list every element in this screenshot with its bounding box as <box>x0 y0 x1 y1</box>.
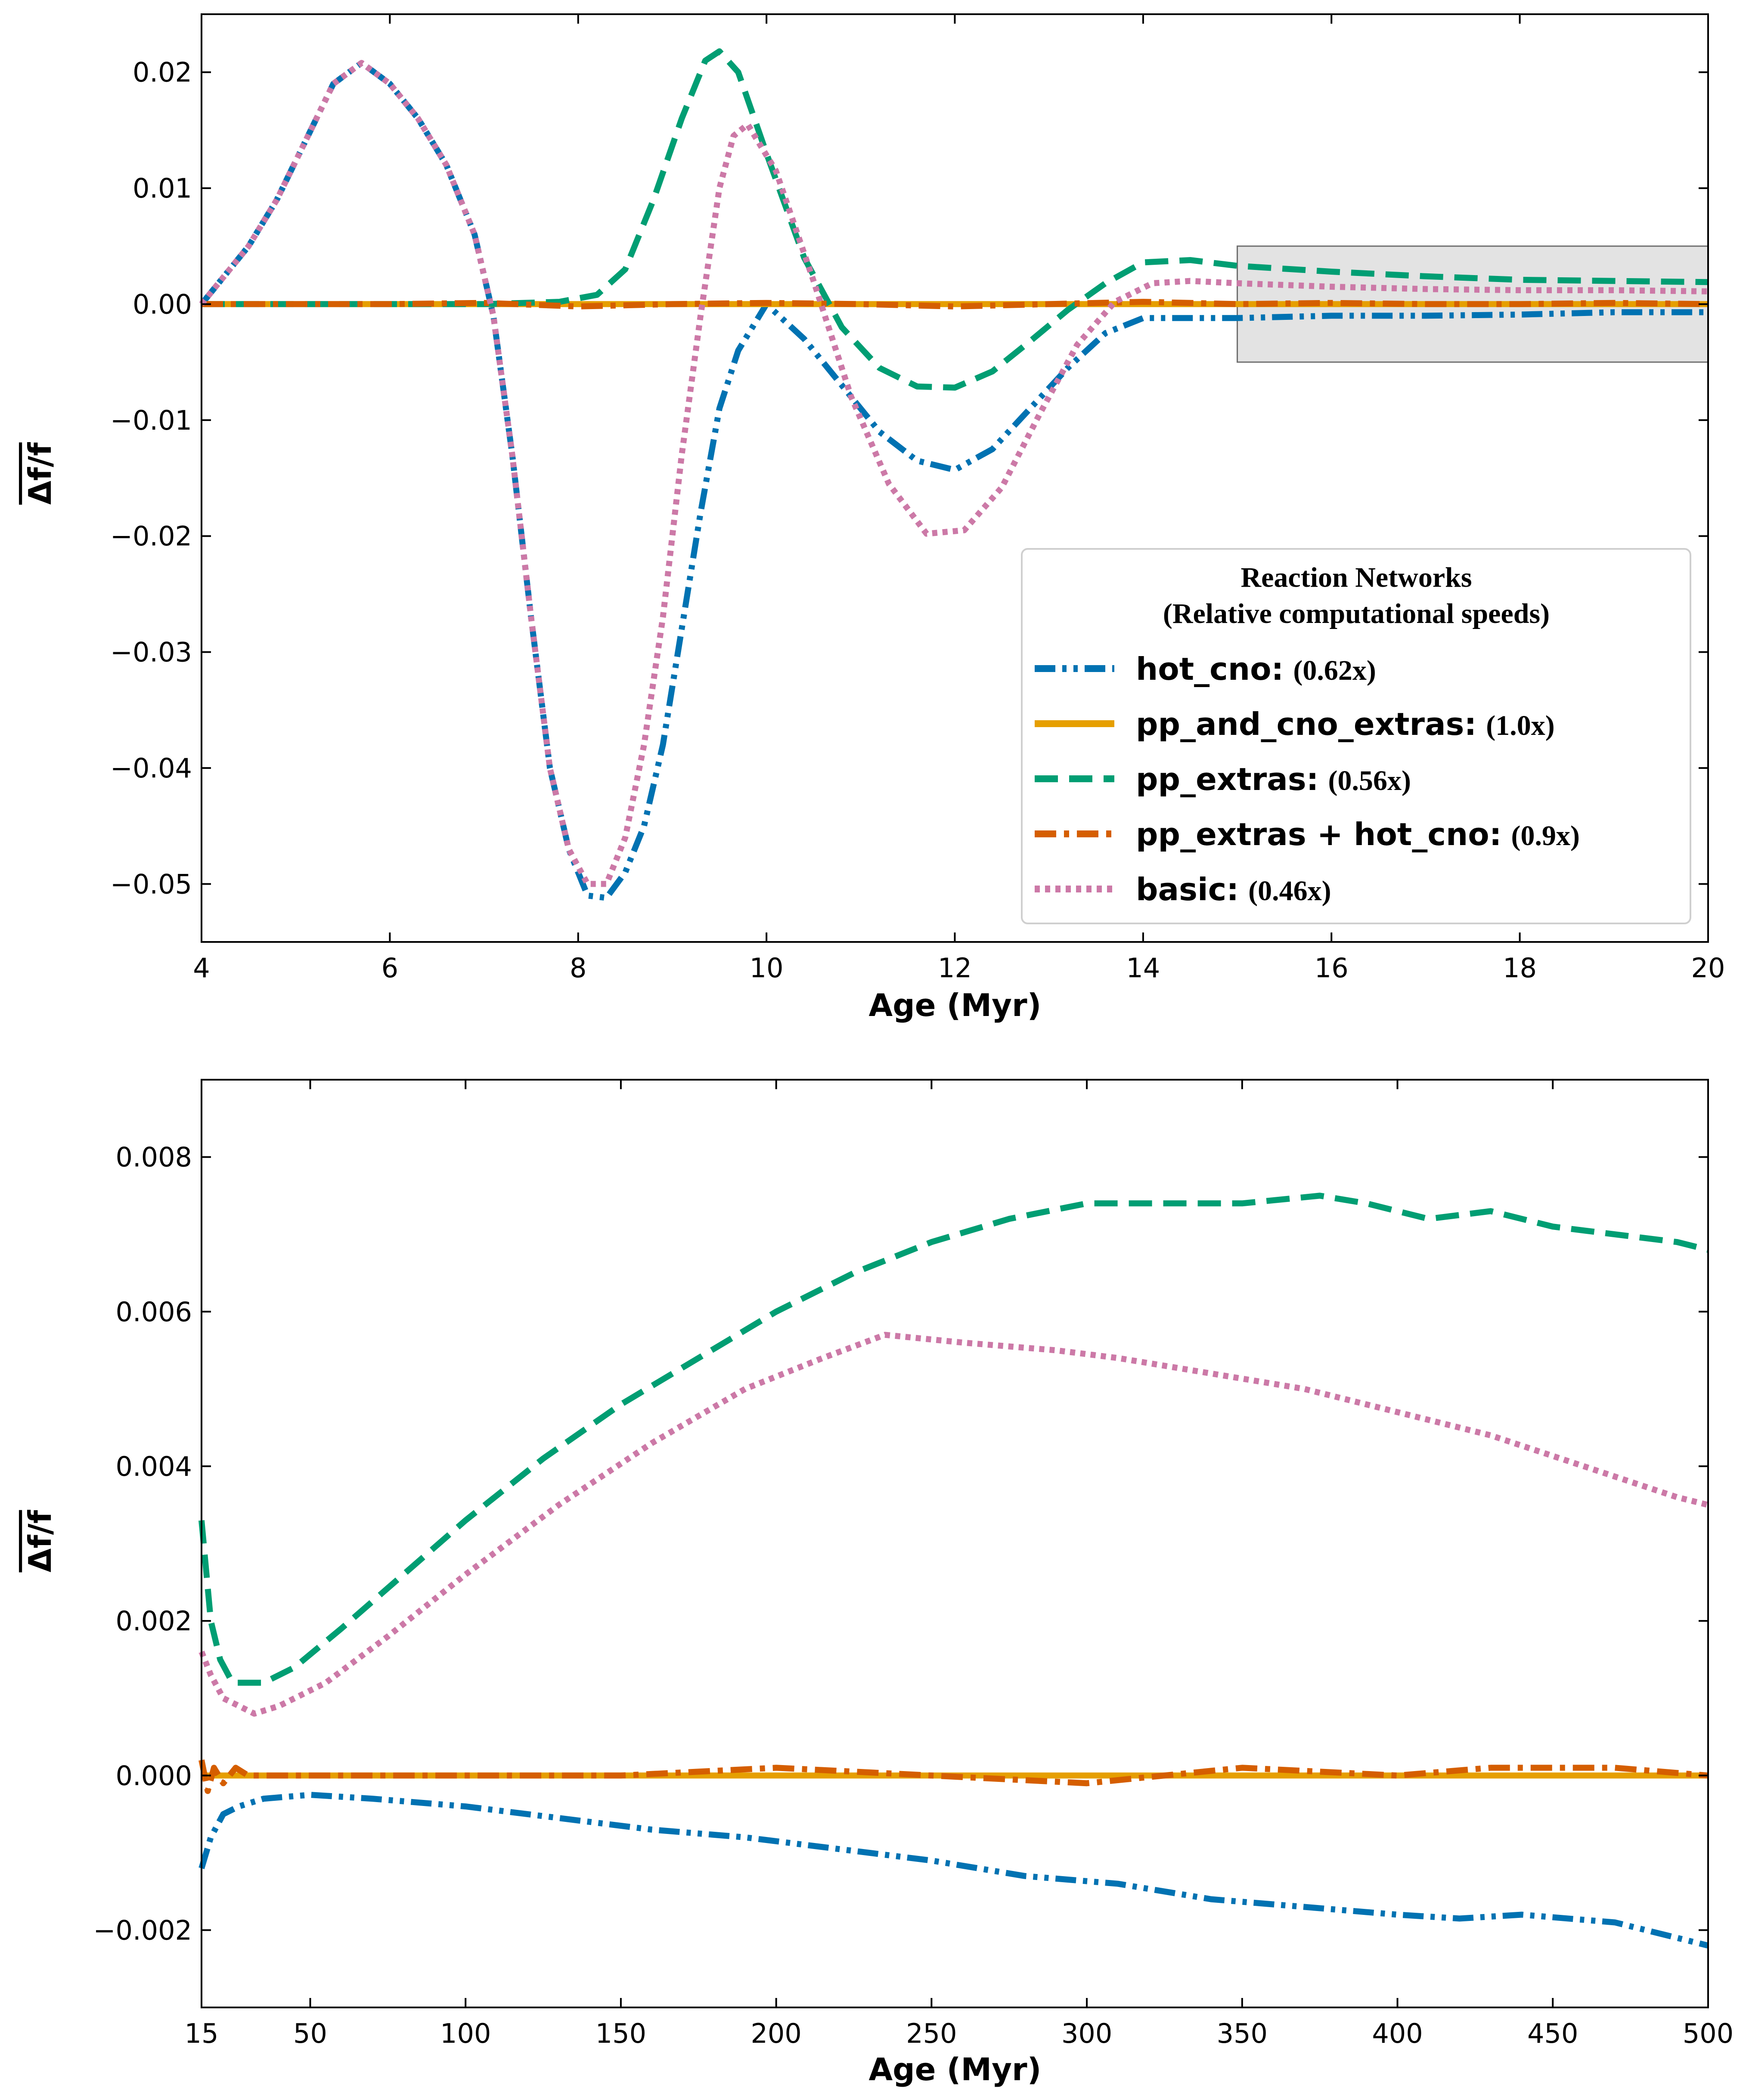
bottom-x-tick-label: 400 <box>1372 2018 1423 2049</box>
legend-label-pp-extras-hot-cno: pp_extras + hot_cno: (0.9x) <box>1136 816 1580 852</box>
legend-speed: (0.62x) <box>1293 655 1376 686</box>
legend-speed: (0.9x) <box>1511 820 1580 852</box>
bottom-y-ticks: 0.008 0.006 0.004 0.002 0.000 −0.002 <box>93 1142 1708 1946</box>
top-x-axis-title: Age (Myr) <box>868 987 1041 1023</box>
top-x-tick-label: 8 <box>570 952 586 984</box>
top-x-tick-label: 20 <box>1691 952 1725 984</box>
legend-speed: (0.46x) <box>1248 875 1331 907</box>
bottom-y-tick-label: 0.004 <box>116 1451 192 1482</box>
bottom-series-pp-extras <box>198 1192 1709 1686</box>
legend-speed: (0.56x) <box>1328 765 1411 796</box>
legend-name: pp_and_cno_extras: <box>1136 706 1476 742</box>
top-y-tick-label: −0.03 <box>110 637 192 668</box>
legend-name: hot_cno: <box>1136 651 1284 687</box>
bottom-series-hot-cno <box>198 1792 1709 1949</box>
bottom-y-tick-label: −0.002 <box>93 1914 192 1946</box>
top-series-basic <box>199 60 1709 887</box>
legend-title-line2: (Relative computational speeds) <box>1163 598 1550 629</box>
top-x-tick-label: 6 <box>381 952 398 984</box>
bottom-x-tick-label: 300 <box>1061 2018 1112 2049</box>
bottom-x-tick-label: 50 <box>293 2018 327 2049</box>
bottom-y-tick-label: 0.002 <box>116 1605 192 1637</box>
top-series-group <box>199 48 1709 901</box>
top-chart: 4 6 8 10 12 14 16 18 20 0.02 0.01 0.00 −0.01 −0.02 −0… <box>22 13 1725 1023</box>
legend-title-line1: Reaction Networks <box>1240 562 1472 593</box>
bottom-y-tick-label: 0.008 <box>116 1142 192 1173</box>
bottom-x-tick-label: 150 <box>595 2018 646 2049</box>
top-y-ticks: 0.02 0.01 0.00 −0.01 −0.02 −0.03 −0.04 −0.05 <box>110 57 1708 900</box>
legend-entries: hot_cno: (0.62x)pp_and_cno_extras: (1.0x)p… <box>1035 651 1580 908</box>
top-series-pp-extras-hot-cno <box>202 299 1709 310</box>
bottom-plot-frame <box>201 1079 1709 2008</box>
legend-name: pp_extras + hot_cno: <box>1136 816 1502 852</box>
legend-box <box>1021 548 1691 924</box>
bottom-x-tick-label: 15 <box>185 2018 219 2049</box>
top-y-axis-title: Δf/f <box>22 442 58 505</box>
top-y-tick-label: −0.04 <box>110 753 192 784</box>
bottom-x-ticks: 15 50 100 150 200 250 300 350 400 450 500 <box>185 1080 1733 2049</box>
legend-name: basic: <box>1136 871 1239 908</box>
bottom-chart: 15 50 100 150 200 250 300 350 400 450 500 0.0080.0… <box>22 1079 1733 2088</box>
legend-speed: (1.0x) <box>1486 710 1554 741</box>
top-series-pp-extras <box>202 48 1709 391</box>
top-x-tick-label: 12 <box>938 952 972 984</box>
bottom-x-axis-title: Age (Myr) <box>868 2051 1041 2088</box>
legend-label-hot-cno: hot_cno: (0.62x) <box>1136 651 1376 687</box>
bottom-series-basic <box>198 1332 1709 1717</box>
bottom-y-axis-title: Δf/f <box>22 1510 58 1572</box>
bottom-x-tick-label: 350 <box>1217 2018 1268 2049</box>
bottom-x-tick-label: 250 <box>906 2018 957 2049</box>
bottom-series-group <box>198 1192 1709 1949</box>
top-series-hot-cno <box>199 60 1708 901</box>
top-y-tick-label: 0.02 <box>133 57 192 88</box>
top-x-ticks: 4 6 8 10 12 14 16 18 20 <box>193 14 1725 984</box>
top-y-tick-label: −0.05 <box>110 868 192 900</box>
top-y-tick-label: 0.00 <box>133 288 192 320</box>
top-x-tick-label: 10 <box>750 952 784 984</box>
bottom-x-tick-label: 500 <box>1683 2018 1733 2049</box>
bottom-x-tick-label: 450 <box>1527 2018 1578 2049</box>
legend-name: pp_extras: <box>1136 761 1319 797</box>
bottom-x-tick-label: 200 <box>750 2018 801 2049</box>
legend: Reaction Networks (Relative computationa… <box>1021 548 1691 924</box>
bottom-x-tick-label: 100 <box>440 2018 491 2049</box>
bottom-y-tick-label: 0.006 <box>116 1296 192 1328</box>
top-y-tick-label: 0.01 <box>133 173 192 204</box>
top-x-tick-label: 18 <box>1503 952 1537 984</box>
legend-label-basic: basic: (0.46x) <box>1136 871 1331 908</box>
top-x-tick-label: 16 <box>1315 952 1349 984</box>
top-y-tick-label: −0.02 <box>110 520 192 552</box>
top-x-tick-label: 4 <box>193 952 210 984</box>
top-y-tick-label: −0.01 <box>110 405 192 436</box>
legend-label-pp-and-cno-extras: pp_and_cno_extras: (1.0x) <box>1136 706 1555 742</box>
bottom-series-pp-extras-hot-cno <box>198 1759 1709 1794</box>
top-x-tick-label: 14 <box>1126 952 1160 984</box>
bottom-y-tick-label: 0.000 <box>116 1760 192 1791</box>
legend-label-pp-extras: pp_extras: (0.56x) <box>1136 761 1411 797</box>
